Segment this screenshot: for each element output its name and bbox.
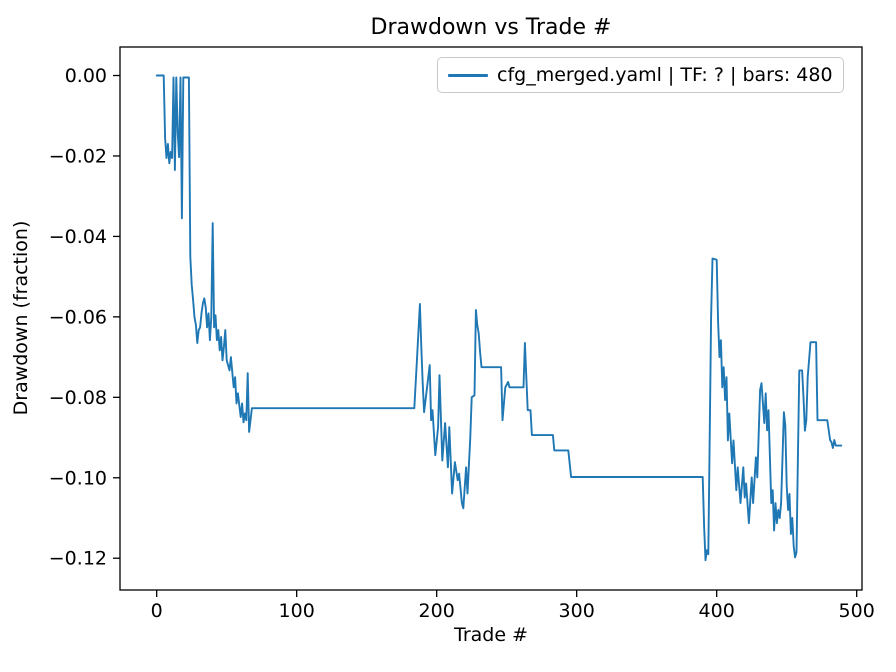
y-axis-label: Drawdown (fraction) — [10, 220, 32, 416]
x-axis-label: Trade # — [454, 624, 528, 646]
legend: cfg_merged.yaml | TF: ? | bars: 480 — [437, 57, 844, 93]
x-tick-label: 300 — [559, 600, 595, 622]
x-tick-label: 500 — [839, 600, 875, 622]
y-tick-label: −0.02 — [49, 145, 107, 167]
legend-label: cfg_merged.yaml | TF: ? | bars: 480 — [497, 64, 833, 86]
chart-title: Drawdown vs Trade # — [370, 15, 612, 40]
y-tick-label: −0.08 — [49, 387, 107, 409]
x-tick-label: 400 — [699, 600, 735, 622]
x-tick-label: 200 — [419, 600, 455, 622]
y-tick-label: −0.04 — [49, 226, 107, 248]
x-tick-label: 0 — [151, 600, 163, 622]
y-tick-label: −0.06 — [49, 306, 107, 328]
legend-line-sample — [448, 73, 488, 77]
drawdown-line — [155, 74, 843, 562]
x-tick-label: 100 — [279, 600, 315, 622]
y-tick-label: 0.00 — [65, 65, 107, 87]
plot-spines — [119, 46, 863, 591]
y-tick-label: −0.12 — [49, 548, 107, 570]
y-tick-label: −0.10 — [49, 467, 107, 489]
